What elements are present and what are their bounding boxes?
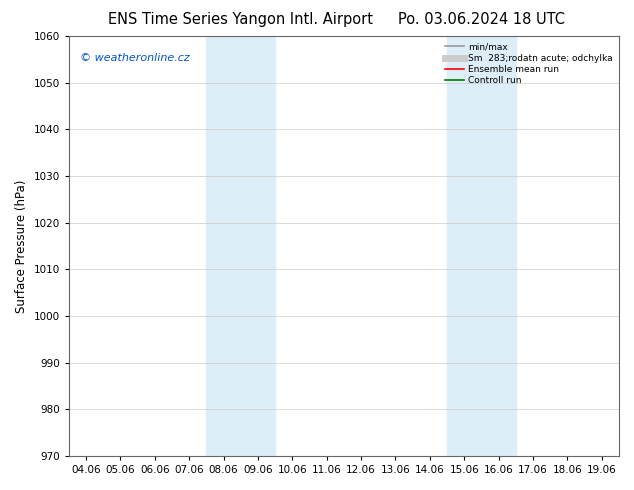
Text: Po. 03.06.2024 18 UTC: Po. 03.06.2024 18 UTC: [398, 12, 566, 27]
Bar: [207, 36, 275, 456]
Text: ENS Time Series Yangon Intl. Airport: ENS Time Series Yangon Intl. Airport: [108, 12, 373, 27]
Legend: min/max, Sm  283;rodatn acute; odchylka, Ensemble mean run, Controll run: min/max, Sm 283;rodatn acute; odchylka, …: [444, 41, 614, 87]
Text: © weatheronline.cz: © weatheronline.cz: [80, 53, 190, 63]
Bar: [447, 36, 516, 456]
Y-axis label: Surface Pressure (hPa): Surface Pressure (hPa): [15, 179, 28, 313]
